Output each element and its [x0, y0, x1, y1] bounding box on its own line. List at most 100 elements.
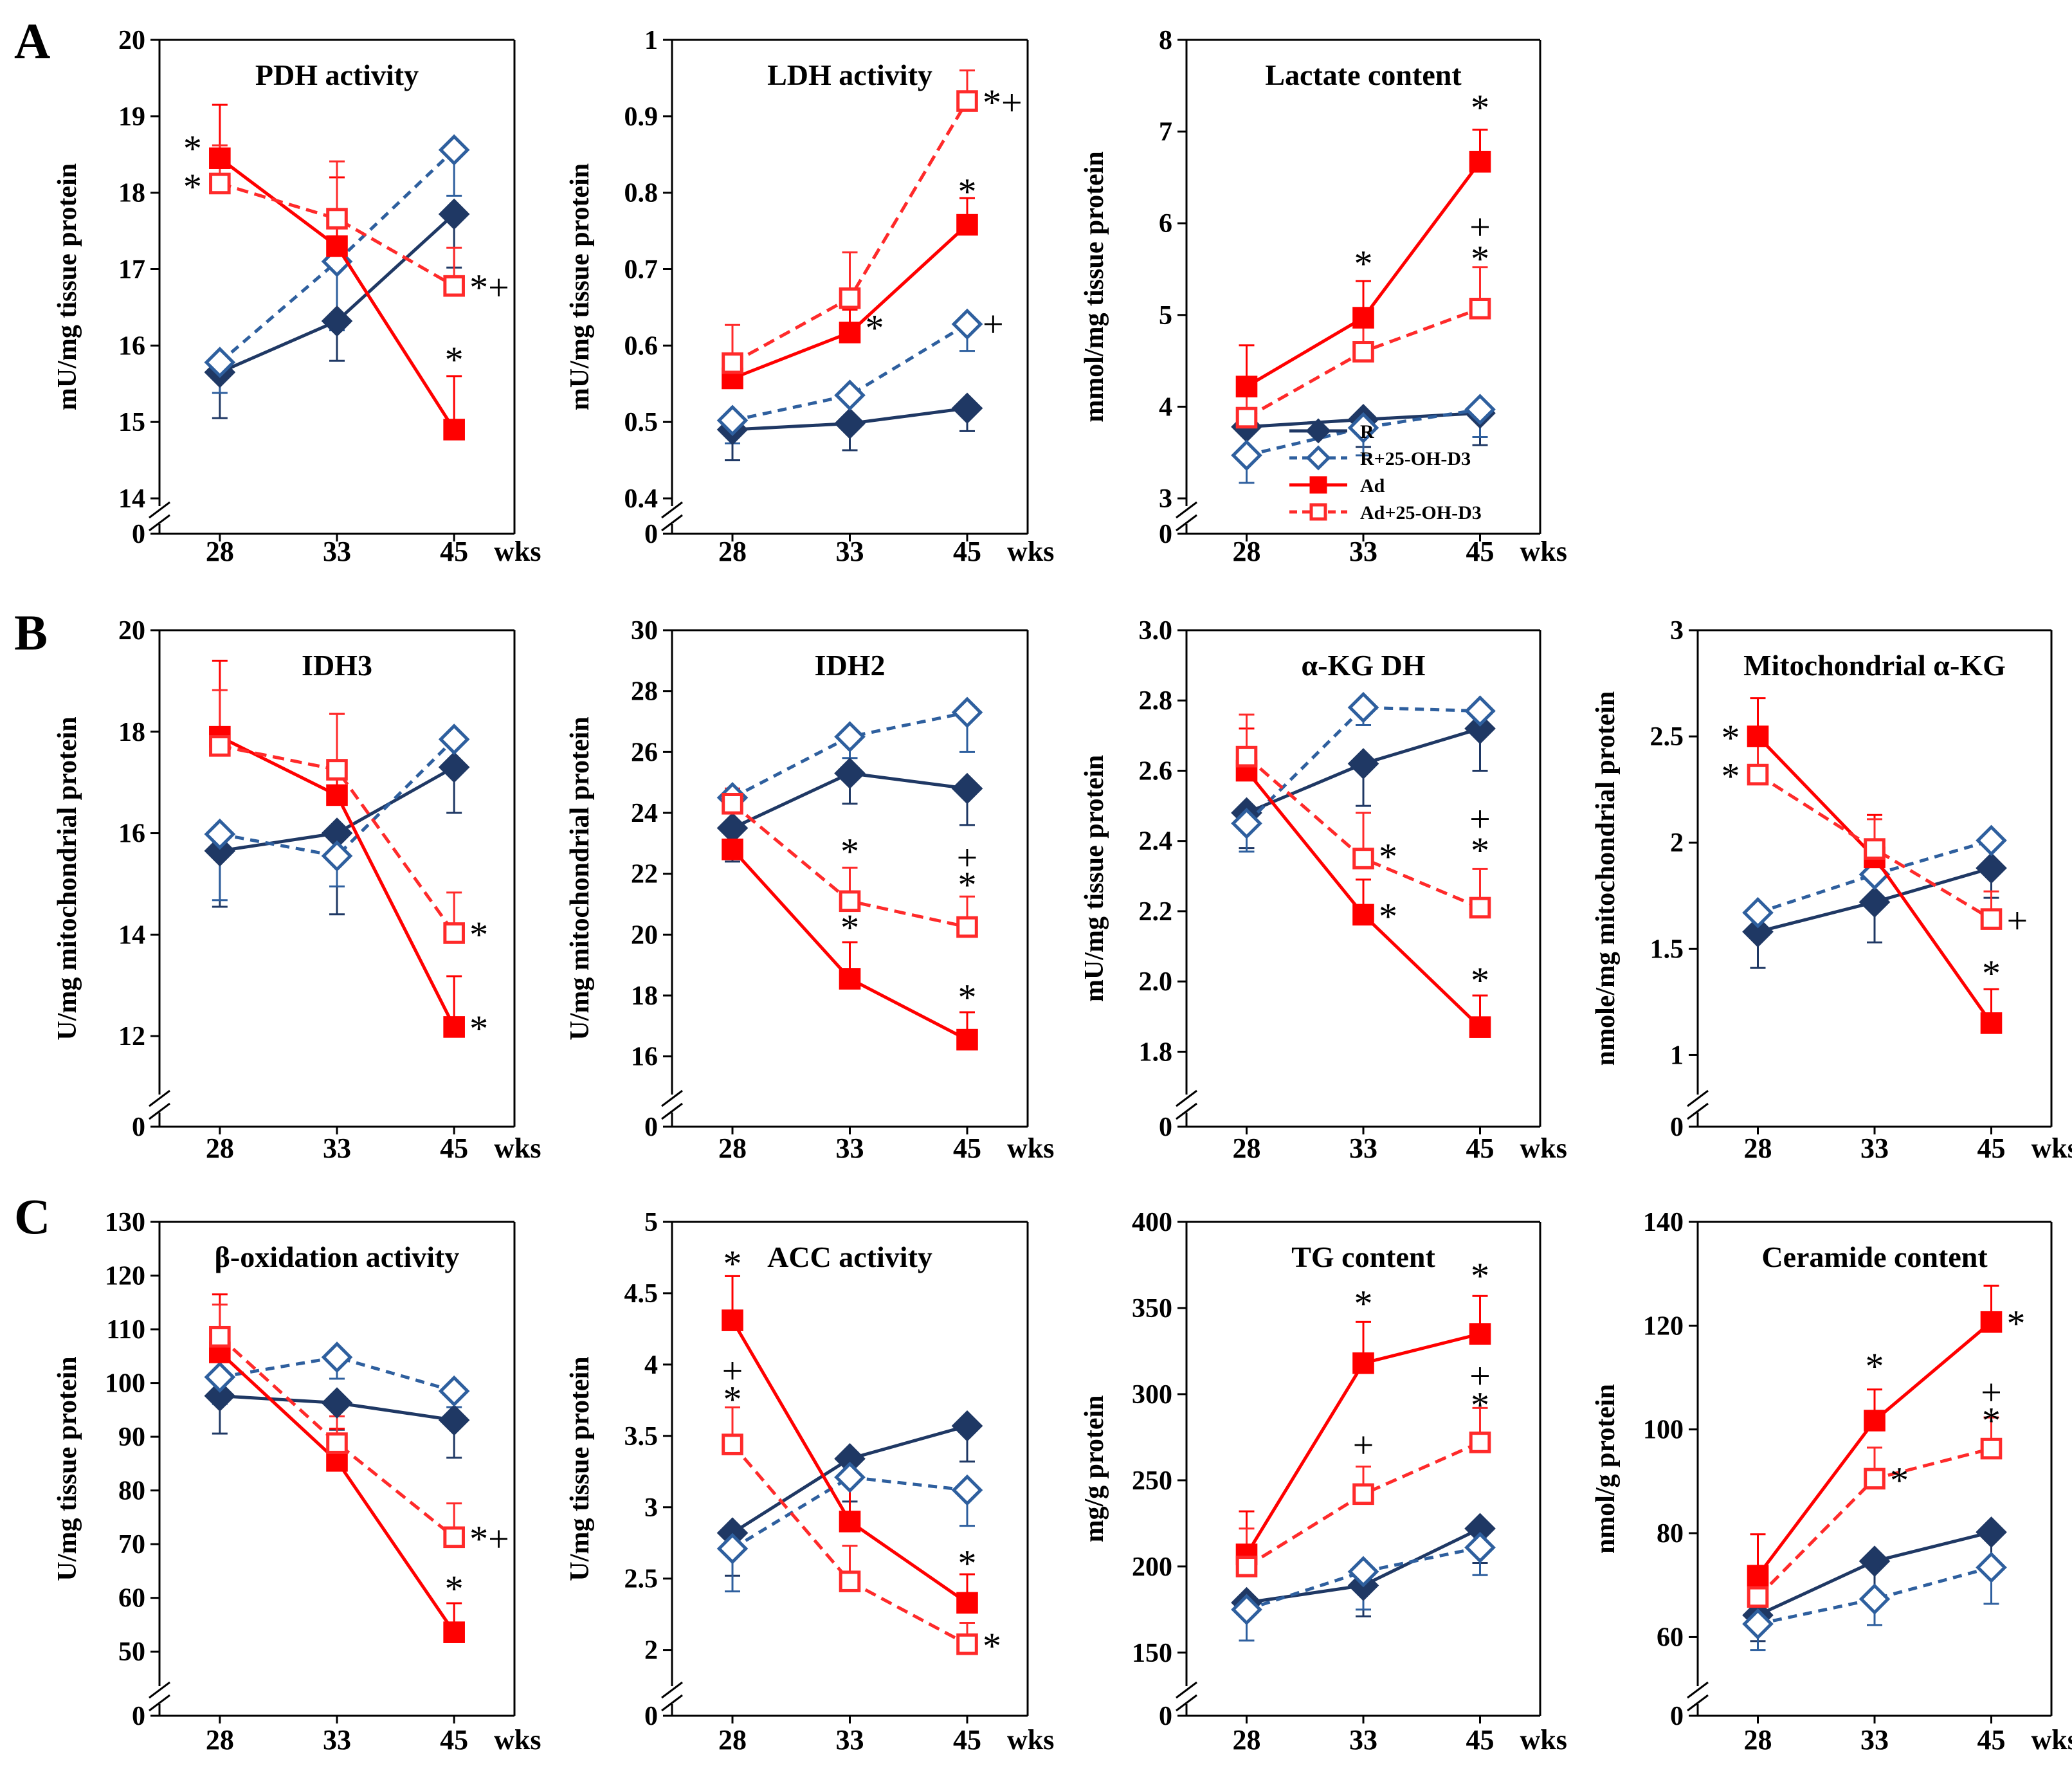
significance-mark: *+ — [469, 1518, 509, 1559]
data-point-ad — [956, 1592, 978, 1614]
data-point-r — [438, 198, 470, 230]
significance-mark: *+ — [469, 267, 509, 309]
data-point-add — [1469, 298, 1491, 320]
axis-break-mark — [661, 501, 683, 519]
y-tick-label: 16 — [118, 331, 145, 361]
series-line-add — [219, 182, 455, 287]
significance-mark: * — [469, 914, 488, 956]
y-tick-label: 6 — [1159, 209, 1172, 239]
data-point-r — [951, 1410, 983, 1442]
x-tick-label: 28 — [1233, 1724, 1261, 1756]
y-tick-label: 200 — [1132, 1552, 1172, 1582]
y-tick-label-zero: 0 — [132, 520, 145, 549]
data-point-rd — [1858, 1583, 1891, 1615]
data-point-rd — [438, 134, 470, 166]
x-tick-label: 33 — [323, 1132, 351, 1164]
legend-label-ad: Ad — [1360, 475, 1385, 496]
y-tick-label: 20 — [118, 616, 145, 646]
y-tick-label: 80 — [1657, 1519, 1684, 1549]
y-tick-label: 2.5 — [1650, 722, 1684, 752]
data-point-add — [1235, 1556, 1258, 1578]
significance-mark: + — [957, 837, 978, 878]
data-point-rd — [834, 721, 866, 753]
data-point-ad — [839, 1511, 861, 1532]
panel-a2: 0.4 0.5 0.6 0.7 0.8 0.9 1 0 28 33 45 wks mU/mg tissu… — [565, 26, 1054, 567]
data-point-ad — [1864, 1410, 1886, 1432]
data-point-ad — [1469, 150, 1491, 173]
panel-title: IDH3 — [302, 649, 372, 682]
data-point-rd — [321, 246, 353, 277]
x-tick-label: 45 — [953, 1724, 981, 1756]
x-unit-label: wks — [2031, 1132, 2072, 1164]
data-point-add — [1235, 745, 1258, 768]
data-point-ad — [956, 1028, 978, 1051]
series-line-rd — [219, 738, 455, 858]
series-line-rd — [1246, 1545, 1481, 1612]
axis-break-mark — [149, 1681, 170, 1699]
data-point-ad — [1352, 1352, 1374, 1374]
data-point-ad — [443, 419, 465, 441]
data-point-add — [209, 172, 231, 195]
significance-mark: * — [958, 864, 976, 906]
significance-mark: * — [1354, 1283, 1373, 1325]
significance-mark: * — [1379, 895, 1397, 937]
y-tick-label: 110 — [106, 1315, 145, 1345]
y-tick-label: 18 — [631, 981, 658, 1011]
y-axis-label: U/mg tissue protein — [565, 1356, 595, 1581]
y-tick-label: 2.6 — [1139, 756, 1173, 786]
data-point-ad — [722, 1309, 743, 1331]
data-point-ad — [1352, 307, 1374, 329]
data-point-r — [1858, 1545, 1891, 1577]
data-point-r — [951, 392, 983, 424]
y-tick-label: 26 — [631, 738, 658, 767]
y-tick-label: 250 — [1132, 1466, 1172, 1496]
x-tick-label: 45 — [440, 1132, 468, 1164]
panel-a1: 14 15 16 17 18 19 20 0 28 33 45 wks mU/mg tissue pro… — [14, 13, 541, 567]
series-line-rd — [1757, 1565, 1992, 1626]
data-point-rd — [204, 347, 236, 378]
significance-mark: * — [1471, 87, 1489, 129]
data-point-add — [1980, 908, 2003, 930]
data-point-add — [1864, 838, 1886, 860]
significance-mark: * — [723, 1243, 742, 1285]
y-tick-label-zero: 0 — [132, 1702, 145, 1731]
data-point-rd — [1464, 1532, 1496, 1563]
data-point-add — [956, 916, 978, 938]
y-tick-label: 1 — [644, 26, 658, 55]
significance-mark: * — [469, 1008, 488, 1050]
legend-marker-r — [1305, 418, 1331, 444]
axis-break-mark — [1687, 1681, 1709, 1699]
y-axis-label: mmol/mg tissue protein — [1080, 151, 1109, 423]
y-tick-label: 90 — [118, 1423, 145, 1452]
data-point-add — [1235, 406, 1258, 429]
data-point-rd — [321, 1341, 353, 1373]
y-tick-label: 5 — [644, 1208, 658, 1237]
significance-mark: + — [1469, 1355, 1491, 1397]
y-tick-label-zero: 0 — [1159, 520, 1172, 549]
data-point-r — [321, 1387, 353, 1419]
data-point-ad — [722, 839, 743, 860]
panel-title: Lactate content — [1265, 59, 1462, 91]
x-tick-label: 45 — [1977, 1724, 2006, 1756]
panel-title: α-KG DH — [1301, 649, 1425, 682]
significance-mark: * — [2007, 1303, 2026, 1345]
y-tick-label: 17 — [118, 255, 145, 285]
legend-label-rd: R+25-OH-D3 — [1360, 448, 1471, 469]
panel-title: β-oxidation activity — [215, 1241, 460, 1273]
y-tick-label-zero: 0 — [1159, 1113, 1172, 1142]
significance-mark: * — [841, 907, 859, 949]
data-point-add — [722, 793, 743, 815]
data-point-add — [443, 1526, 465, 1549]
y-tick-label: 14 — [118, 920, 145, 950]
y-tick-label-zero: 0 — [1670, 1113, 1684, 1142]
y-tick-label: 2 — [1670, 828, 1684, 858]
data-point-r — [1976, 852, 2007, 884]
x-tick-label: 45 — [1466, 1132, 1495, 1164]
axis-break-mark — [661, 1681, 683, 1699]
y-tick-label: 24 — [631, 799, 658, 828]
data-point-add — [1469, 1432, 1491, 1453]
data-point-r — [1742, 916, 1774, 948]
y-tick-label-zero: 0 — [1159, 1702, 1172, 1731]
legend-marker-rd — [1305, 445, 1331, 471]
data-point-add — [326, 1432, 348, 1454]
